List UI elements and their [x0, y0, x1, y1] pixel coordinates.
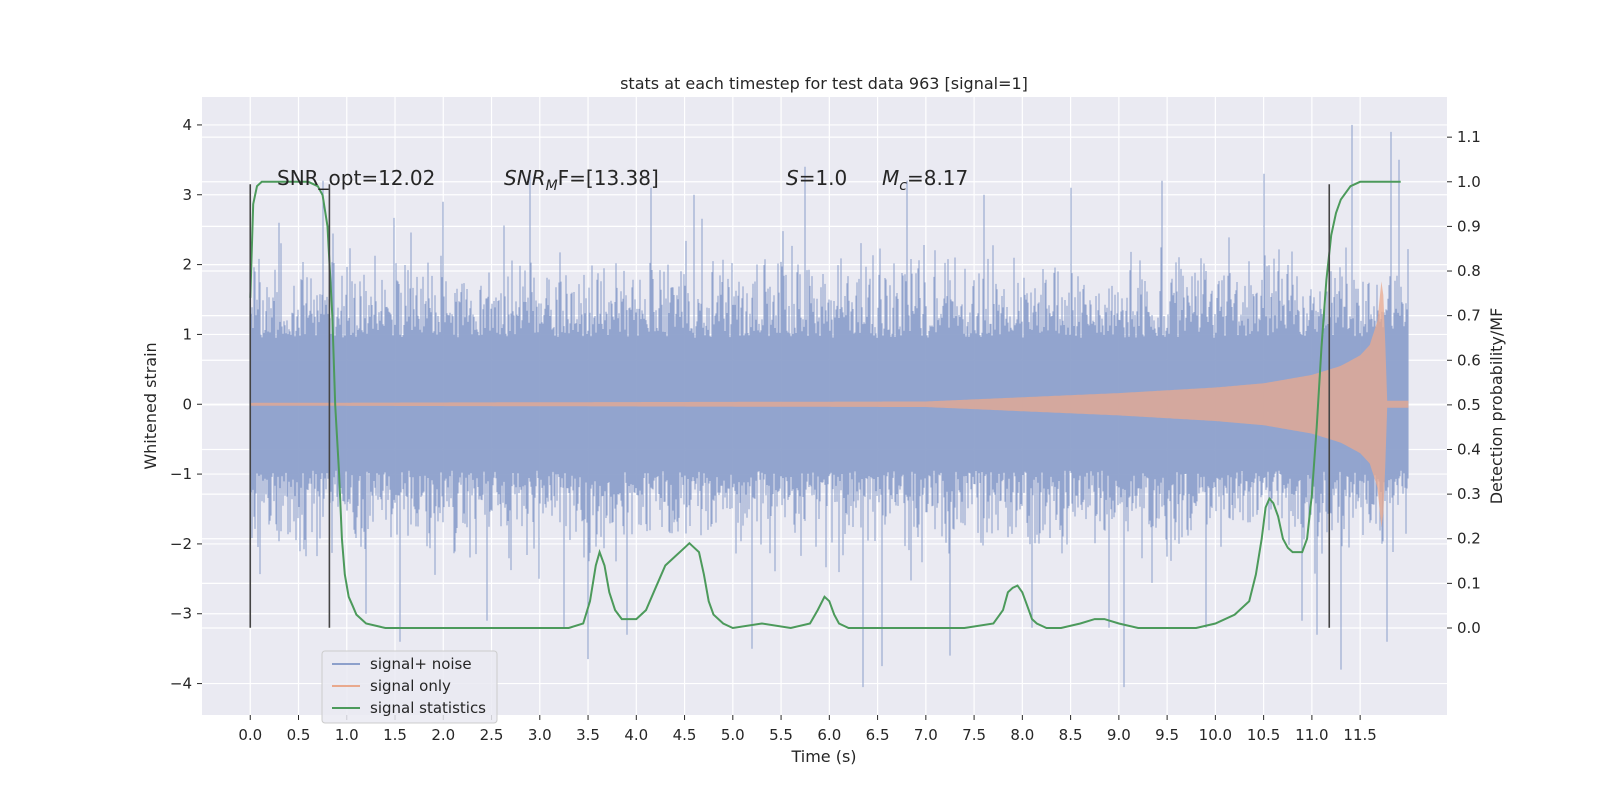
legend-label-signal-noise: signal+ noise	[370, 655, 472, 673]
y-tick-label: 1	[182, 325, 192, 343]
x-tick-label: 7.5	[962, 726, 986, 744]
x-tick-label: 2.5	[480, 726, 504, 744]
series-signal-only	[250, 281, 1409, 528]
y-tick-label: −3	[170, 605, 192, 623]
legend: signal+ noise signal only signal statist…	[321, 650, 498, 724]
y2-tick-label: 0.1	[1457, 574, 1481, 592]
x-tick-label: 8.5	[1059, 726, 1083, 744]
series-signal-statistics	[249, 180, 1401, 630]
annotation-snr-mf-name: SNR	[504, 166, 546, 190]
legend-label-signal-statistics: signal statistics	[370, 699, 486, 717]
x-tick-label: 10.5	[1247, 726, 1280, 744]
annotation-snr-mf: SNRMF=[13.38]	[504, 166, 659, 194]
x-tick-label: 9.5	[1155, 726, 1179, 744]
y-tick-label: 2	[182, 256, 192, 274]
y2-tick-label: 0.3	[1457, 485, 1481, 503]
y2-tick-label: 0.5	[1457, 396, 1481, 414]
y2-tick-label: 1.1	[1457, 128, 1481, 146]
y2-tick-label: 0.7	[1457, 307, 1481, 325]
legend-box	[321, 650, 498, 724]
tick-layer: 0.0 0.5 1.0 1.5 2.0 2.5 3.0 3.5 4.0 4.5 5.0 5.5 6.0 6…	[170, 116, 1481, 744]
x-tick-label: 6.5	[866, 726, 890, 744]
annotations: SNR_opt=12.02 SNRMF=[13.38] S=1.0 Mc=8.1…	[277, 166, 968, 194]
y-tick-label: −1	[170, 465, 192, 483]
x-tick-label: 0.0	[238, 726, 262, 744]
y2-axis-label: Detection probability/MF	[1487, 308, 1506, 505]
y2-tick-label: 0.0	[1457, 619, 1481, 637]
annotation-mc-name: M	[882, 166, 899, 190]
y-axis-label: Whitened strain	[141, 342, 160, 469]
chart-title: stats at each timestep for test data 963…	[620, 74, 1028, 93]
x-tick-label: 7.0	[914, 726, 938, 744]
legend-label-signal-only: signal only	[370, 677, 451, 695]
x-tick-label: 6.0	[817, 726, 841, 744]
x-tick-label: 3.0	[528, 726, 552, 744]
annotation-s-name: S	[786, 166, 799, 190]
annotation-mc-rest: =8.17	[907, 166, 968, 190]
x-tick-label: 8.0	[1010, 726, 1034, 744]
y-tick-label: 3	[182, 186, 192, 204]
annotation-s-rest: =1.0	[799, 166, 848, 190]
annotation-s: S=1.0	[786, 166, 847, 190]
annotation-snr-opt: SNR_opt=12.02	[277, 166, 435, 190]
x-tick-label: 9.0	[1107, 726, 1131, 744]
x-tick-label: 3.5	[576, 726, 600, 744]
y-tick-label: −4	[170, 675, 192, 693]
marker-layer	[249, 184, 1331, 628]
x-tick-label: 11.0	[1295, 726, 1328, 744]
x-tick-label: 4.0	[624, 726, 648, 744]
x-tick-label: 4.5	[673, 726, 697, 744]
y-tick-label: −2	[170, 535, 192, 553]
y2-tick-label: 1.0	[1457, 173, 1481, 191]
y2-tick-label: 0.4	[1457, 441, 1481, 459]
x-tick-label: 11.5	[1343, 726, 1376, 744]
x-tick-label: 5.5	[769, 726, 793, 744]
series-layer	[249, 124, 1409, 688]
x-tick-label: 1.5	[383, 726, 407, 744]
y-tick-label: 4	[182, 116, 192, 134]
y2-tick-label: 0.9	[1457, 217, 1481, 235]
x-tick-label: 1.0	[335, 726, 359, 744]
x-tick-label: 2.0	[431, 726, 455, 744]
x-tick-label: 5.0	[721, 726, 745, 744]
annotation-snr-mf-sub: M	[546, 178, 558, 194]
x-tick-label: 0.5	[287, 726, 311, 744]
x-axis-label: Time (s)	[790, 747, 856, 766]
y-tick-label: 0	[182, 395, 192, 413]
y2-tick-label: 0.2	[1457, 530, 1481, 548]
y2-tick-label: 0.6	[1457, 351, 1481, 369]
annotation-mc: Mc=8.17	[882, 166, 968, 194]
annotation-snr-mf-rest: F=[13.38]	[558, 166, 659, 190]
annotation-mc-sub: c	[899, 178, 907, 194]
x-tick-label: 10.0	[1199, 726, 1232, 744]
y2-tick-label: 0.8	[1457, 262, 1481, 280]
